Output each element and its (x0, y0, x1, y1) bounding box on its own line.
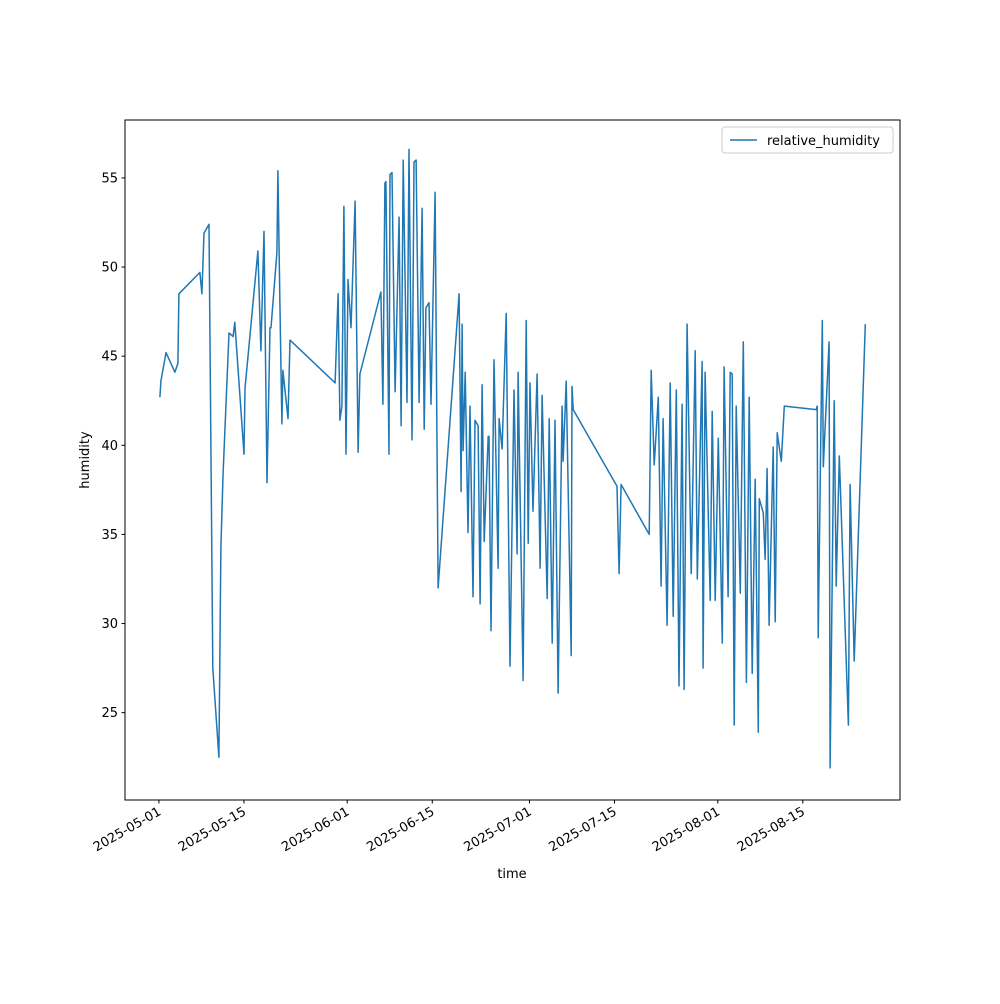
x-axis-label: time (497, 867, 526, 882)
y-axis-label: humidity (78, 431, 93, 489)
y-tick-label: 30 (101, 617, 118, 632)
legend: relative_humidity (722, 127, 893, 153)
y-tick-label: 50 (101, 261, 118, 276)
y-tick-label: 55 (101, 171, 118, 186)
legend-label: relative_humidity (767, 134, 880, 149)
y-tick-label: 40 (101, 439, 118, 454)
y-tick-label: 35 (101, 528, 118, 543)
y-tick-label: 25 (101, 706, 118, 721)
y-tick-label: 45 (101, 350, 118, 365)
